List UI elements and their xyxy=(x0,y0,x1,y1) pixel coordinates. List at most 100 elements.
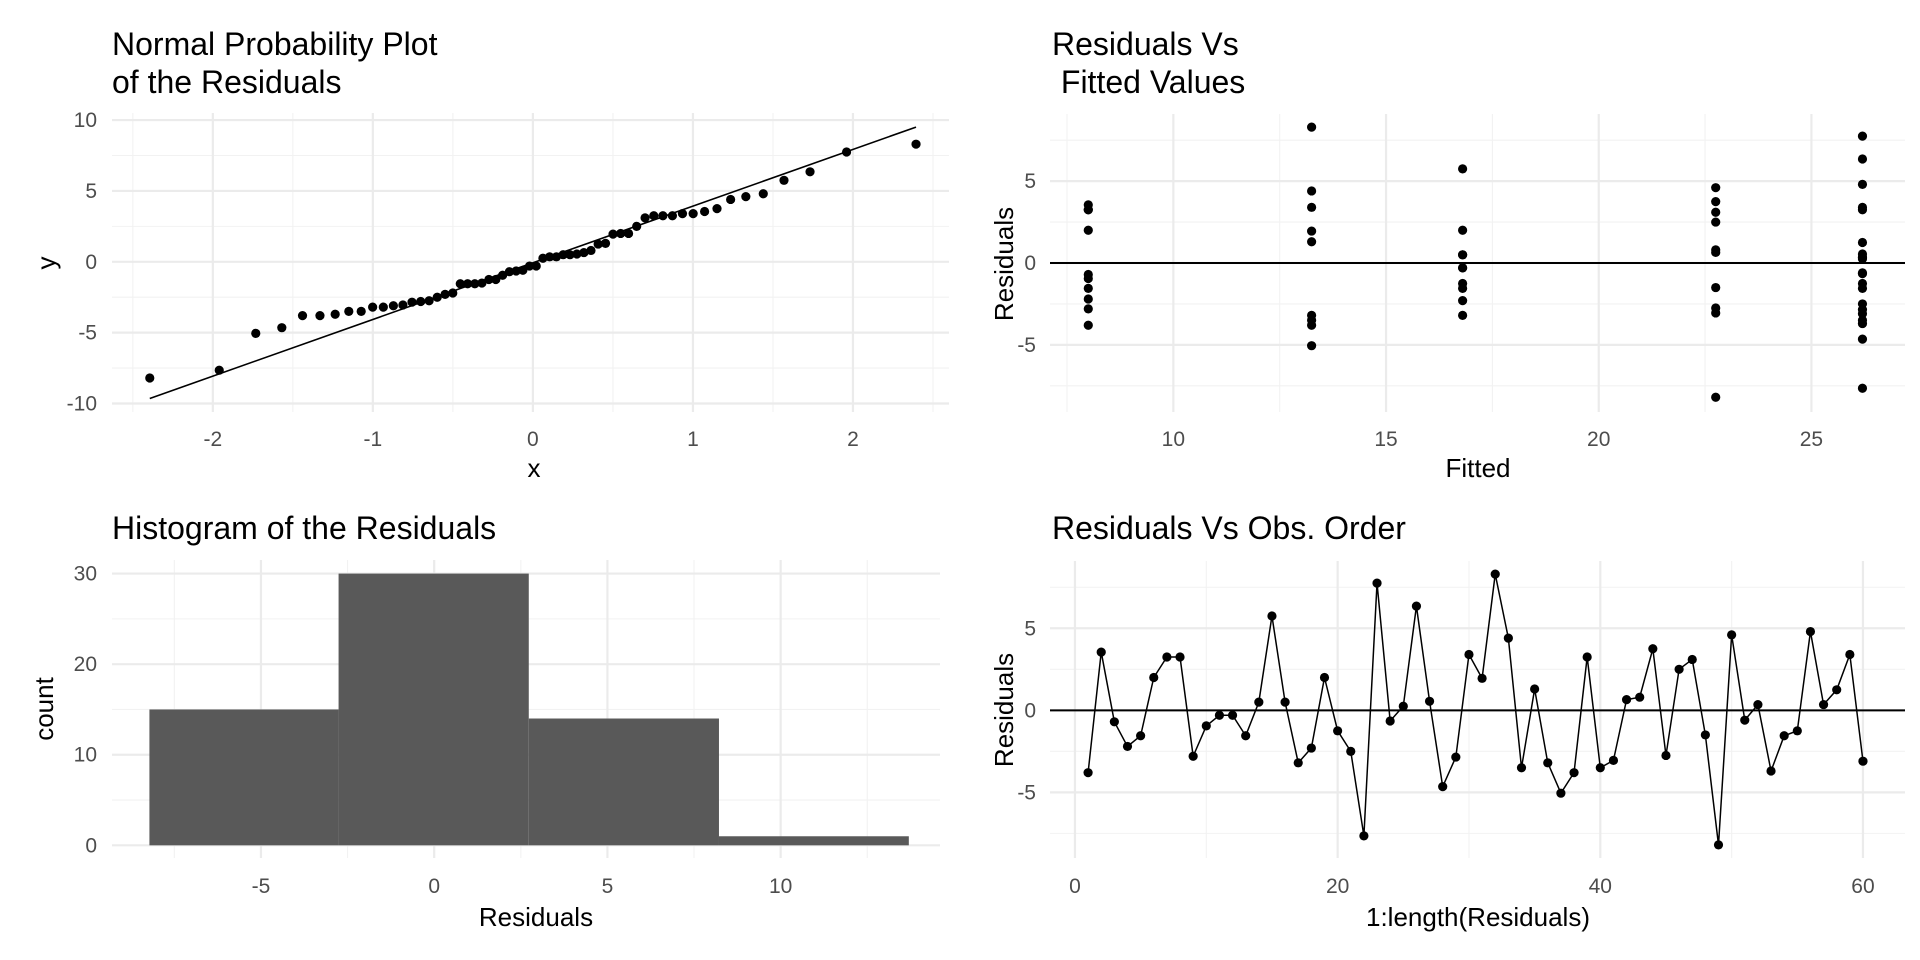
hist-title: Histogram of the Residuals xyxy=(112,510,496,546)
fitted-point xyxy=(1857,179,1868,190)
fitted-point xyxy=(1857,237,1868,248)
fitted-point xyxy=(1083,225,1093,235)
order-point xyxy=(1267,611,1277,621)
fitted-point xyxy=(1083,273,1093,284)
order-point xyxy=(1346,746,1356,756)
fitted-point xyxy=(1857,318,1868,329)
fitted-plot-panel: Residuals Vs Fitted Values 10 15 20 25-505 … xyxy=(989,26,1905,483)
qq-point xyxy=(330,309,340,319)
order-point xyxy=(1083,768,1093,778)
fitted-point xyxy=(1307,122,1317,132)
order-point xyxy=(1661,750,1671,761)
order-point xyxy=(1306,743,1316,753)
qq-point xyxy=(699,206,710,217)
fitted-point xyxy=(1083,205,1093,215)
fitted-point xyxy=(1083,320,1093,330)
order-point xyxy=(1372,578,1382,588)
order-point xyxy=(1398,701,1408,711)
qq-point xyxy=(440,289,450,299)
qq-point xyxy=(214,365,224,375)
qq-point xyxy=(145,373,155,383)
qq-point xyxy=(498,270,508,280)
order-point xyxy=(1359,831,1369,841)
x-tick-label: 20 xyxy=(1587,428,1610,451)
qq-point xyxy=(463,279,473,289)
y-tick-label: 30 xyxy=(74,563,97,586)
qq-point xyxy=(368,302,378,312)
fitted-point xyxy=(1307,320,1317,330)
y-tick-label: 10 xyxy=(74,109,97,132)
order-point xyxy=(1438,782,1448,792)
qq-point xyxy=(623,228,634,239)
x-tick-label: -2 xyxy=(203,428,222,451)
order-point xyxy=(1333,726,1343,736)
order-y-axis-label: Residuals xyxy=(989,653,1019,767)
qq-point xyxy=(616,228,626,239)
fitted-point xyxy=(1857,383,1868,393)
qq-point xyxy=(572,249,582,259)
fitted-y-axis-label: Residuals xyxy=(989,207,1019,321)
qq-point xyxy=(524,261,535,271)
order-point xyxy=(1858,756,1868,766)
order-point xyxy=(1753,699,1763,710)
order-point xyxy=(1411,601,1422,611)
qq-marks xyxy=(145,126,921,400)
order-point xyxy=(1648,644,1658,654)
fitted-point xyxy=(1307,226,1317,236)
qq-point xyxy=(600,238,611,248)
order-point xyxy=(1464,649,1474,660)
fitted-point xyxy=(1458,278,1468,289)
order-point xyxy=(1530,684,1540,694)
fitted-point xyxy=(1857,334,1868,344)
qq-point xyxy=(586,245,596,256)
qq-point xyxy=(470,279,480,289)
order-point xyxy=(1569,768,1579,778)
y-tick-label: 0 xyxy=(1024,252,1036,275)
order-point xyxy=(1543,758,1553,768)
fitted-point xyxy=(1857,202,1868,212)
order-point xyxy=(1832,685,1842,695)
y-tick-label: 0 xyxy=(1024,699,1036,722)
order-point xyxy=(1280,697,1290,707)
qq-point xyxy=(315,311,325,321)
fitted-point xyxy=(1458,225,1468,235)
fitted-point xyxy=(1083,283,1093,293)
qq-point xyxy=(378,302,388,312)
fitted-point xyxy=(1857,131,1868,141)
qq-point xyxy=(688,209,698,219)
qq-point xyxy=(504,267,515,277)
x-tick-label: -1 xyxy=(364,428,383,451)
qq-title-line-1: Normal Probability Plot xyxy=(112,26,438,62)
qq-reference-line xyxy=(149,126,917,400)
x-tick-label: 2 xyxy=(847,428,859,451)
order-point xyxy=(1201,721,1211,731)
fitted-point xyxy=(1458,296,1468,306)
fitted-point xyxy=(1711,196,1721,207)
order-point xyxy=(1214,710,1225,720)
qq-point xyxy=(424,296,434,306)
order-marks xyxy=(1050,569,1905,850)
qq-point xyxy=(518,265,528,275)
qq-point xyxy=(593,239,603,249)
qq-point xyxy=(416,296,426,307)
qq-point xyxy=(407,297,417,307)
order-point xyxy=(1503,633,1513,643)
qq-point xyxy=(398,300,408,310)
order-title: Residuals Vs Obs. Order xyxy=(1052,510,1406,546)
y-tick-label: 0 xyxy=(85,834,97,857)
qq-point xyxy=(484,274,494,285)
qq-point xyxy=(726,194,736,205)
fitted-point xyxy=(1711,207,1721,217)
y-tick-label: 5 xyxy=(1024,617,1036,640)
fitted-point xyxy=(1307,186,1317,196)
order-point xyxy=(1477,673,1487,683)
x-tick-label: 5 xyxy=(602,875,614,898)
order-x-axis-label: 1:length(Residuals) xyxy=(1366,902,1590,932)
order-point xyxy=(1713,840,1724,850)
qq-point xyxy=(565,250,575,260)
y-tick-label: -5 xyxy=(78,322,97,345)
qq-point xyxy=(841,147,852,157)
qq-y-axis-label: y xyxy=(31,257,61,270)
qq-point xyxy=(297,311,308,321)
